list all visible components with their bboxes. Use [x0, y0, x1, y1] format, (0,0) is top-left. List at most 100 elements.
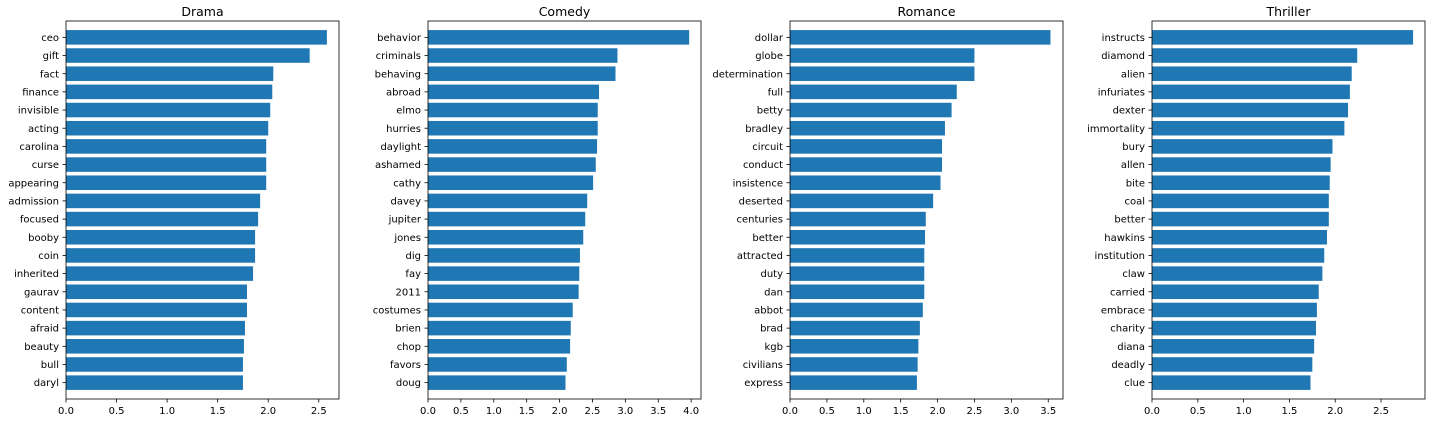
ytick-label: bury	[1122, 142, 1145, 153]
bar-romance-circuit	[790, 139, 942, 154]
ytick-label: beauty	[24, 342, 59, 353]
bar-drama-admission	[66, 193, 261, 209]
chart-title: Comedy	[539, 4, 591, 19]
bar-romance-kgb	[790, 339, 919, 354]
ytick-label: ceo	[41, 33, 59, 44]
bar-thriller-infuriates	[1152, 84, 1350, 100]
bar-comedy-behavior	[428, 30, 690, 45]
plot-frame-drama	[65, 20, 340, 400]
bar-thriller-embrace	[1152, 302, 1317, 318]
ytick-label: charity	[1110, 324, 1145, 335]
bar-thriller-diamond	[1152, 48, 1358, 63]
ytick-label: booby	[28, 233, 59, 244]
bar-romance-better	[790, 229, 926, 245]
chart-drama: ceo gift fact finance invisible acting carolin…	[8, 4, 340, 417]
ytick-label: institution	[1095, 251, 1145, 262]
xtick-label: 1.0	[856, 406, 872, 417]
ytick-label: better	[1114, 215, 1145, 226]
bar-romance-bradley	[790, 120, 945, 136]
ytick-label: determination	[712, 69, 783, 80]
ytick-label: carried	[1110, 287, 1145, 298]
chart-title: Romance	[897, 4, 955, 19]
bar-romance-deserted	[790, 193, 934, 209]
ytick-label: criminals	[376, 51, 421, 62]
bar-thriller-better	[1152, 211, 1329, 227]
ytick-label: allen	[1121, 160, 1145, 171]
ytick-label: fact	[40, 69, 59, 80]
ytick-label: brad	[760, 324, 783, 335]
ytick-label: deserted	[739, 197, 783, 208]
bar-comedy-criminals	[428, 48, 618, 63]
xtick-label: 1.0	[1236, 406, 1252, 417]
ytick-label: bull	[41, 360, 59, 371]
plot-frame-romance	[789, 20, 1064, 400]
ytick-label: jupiter	[388, 215, 422, 226]
ytick-label: diamond	[1101, 51, 1145, 62]
ytick-label: full	[768, 87, 783, 98]
bar-romance-globe	[790, 48, 975, 63]
bar-thriller-dexter	[1152, 102, 1349, 118]
ytick-label: admission	[8, 197, 59, 208]
bar-romance-betty	[790, 102, 952, 118]
ytick-label: embrace	[1101, 306, 1145, 317]
bar-drama-ceo	[66, 30, 327, 45]
ytick-label: conduct	[743, 160, 783, 171]
bar-comedy-hurries	[428, 120, 598, 136]
ytick-label: civilians	[743, 360, 783, 371]
xtick-label: 4.0	[683, 406, 699, 417]
ytick-label: kgb	[765, 342, 784, 353]
ytick-label: doug	[396, 378, 421, 389]
ytick-label: bite	[1126, 178, 1145, 189]
ytick-label: curse	[32, 160, 59, 171]
ytick-label: duty	[760, 269, 783, 280]
xtick-label: 1.5	[893, 406, 909, 417]
bar-thriller-diana	[1152, 339, 1315, 354]
bar-thriller-hawkins	[1152, 229, 1327, 245]
ytick-label: invisible	[18, 106, 59, 117]
bar-thriller-alien	[1152, 66, 1352, 81]
ytick-label: afraid	[30, 324, 59, 335]
xtick-label: 0.0	[1144, 406, 1160, 417]
xtick-label: 1.5	[210, 406, 226, 417]
bar-romance-determination	[790, 66, 975, 81]
ytick-label: behaving	[375, 69, 421, 80]
bar-comedy-chop	[428, 339, 571, 354]
ytick-label: dig	[406, 251, 421, 262]
bar-drama-curse	[66, 157, 267, 172]
bar-romance-conduct	[790, 157, 942, 172]
bar-drama-finance	[66, 84, 273, 100]
ytick-label: hurries	[386, 124, 421, 135]
bar-romance-dan	[790, 284, 925, 300]
xtick-label: 2.0	[552, 406, 568, 417]
bar-thriller-carried	[1152, 284, 1319, 300]
xtick-label: 1.0	[159, 406, 175, 417]
ytick-label: attracted	[737, 251, 783, 262]
bar-drama-daryl	[66, 375, 243, 390]
chart-thriller: instructs diamond alien infuriates dexter imm…	[1087, 4, 1426, 417]
bar-comedy-ashamed	[428, 157, 596, 172]
xtick-label: 3.0	[617, 406, 633, 417]
bar-drama-content	[66, 302, 247, 318]
bar-drama-appearing	[66, 175, 267, 191]
xtick-label: 3.5	[1040, 406, 1056, 417]
plot-frame-comedy	[427, 20, 702, 400]
bar-thriller-immortality	[1152, 120, 1345, 136]
ytick-label: circuit	[752, 142, 783, 153]
xtick-label: 2.0	[260, 406, 276, 417]
ytick-label: bradley	[745, 124, 783, 135]
xtick-label: 0.5	[1190, 406, 1206, 417]
bar-drama-beauty	[66, 339, 244, 354]
ytick-label: betty	[757, 106, 783, 117]
bar-drama-focused	[66, 211, 259, 227]
ytick-label: davey	[391, 197, 422, 208]
bar-thriller-deadly	[1152, 357, 1313, 372]
ytick-label: dan	[764, 287, 783, 298]
ytick-label: focused	[20, 215, 59, 226]
xtick-label: 2.5	[311, 406, 327, 417]
bar-drama-gaurav	[66, 284, 247, 300]
ytick-label: dollar	[755, 33, 784, 44]
bar-drama-acting	[66, 120, 269, 136]
ytick-label: cathy	[393, 178, 421, 189]
ytick-label: acting	[28, 124, 59, 135]
